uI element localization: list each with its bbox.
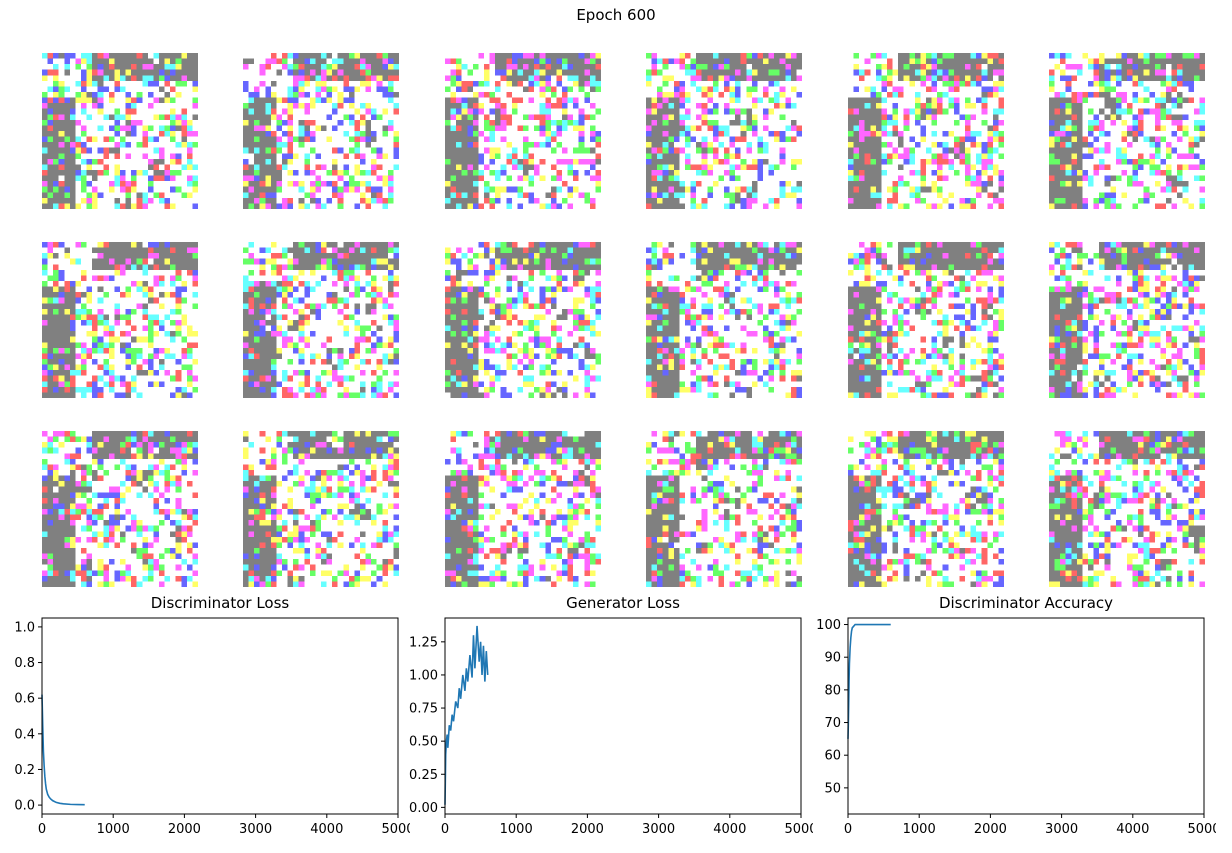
x-tick-label: 3000 — [642, 822, 675, 837]
y-tick-label: 0.8 — [14, 656, 35, 671]
generated-sample — [848, 242, 1004, 398]
series-line — [41, 694, 85, 806]
axes-frame — [444, 617, 802, 815]
x-tick-label: 4000 — [713, 822, 746, 837]
generated-sample — [243, 53, 399, 209]
y-tick-label: 1.00 — [409, 668, 438, 683]
series-line — [444, 625, 489, 805]
figure-title: Epoch 600 — [576, 6, 656, 24]
y-tick-label: 0.0 — [14, 799, 35, 814]
y-tick-label: 1.25 — [409, 635, 438, 650]
generated-sample — [42, 53, 198, 209]
y-tick-label: 1.0 — [14, 620, 35, 635]
x-tick-label: 4000 — [1116, 822, 1149, 837]
discriminator-loss-title: Discriminator Loss — [150, 594, 290, 612]
x-tick-label: 0 — [441, 822, 449, 837]
y-tick-label: 60 — [824, 749, 841, 764]
x-tick-label: 3000 — [239, 822, 272, 837]
y-tick-label: 0.75 — [409, 702, 438, 717]
axes-frame — [847, 617, 1205, 815]
generated-sample — [445, 431, 601, 587]
generated-sample — [848, 431, 1004, 587]
axes-frame — [41, 617, 399, 815]
y-tick-label: 0.00 — [409, 801, 438, 816]
y-tick-label: 0.50 — [409, 735, 438, 750]
generated-sample — [646, 53, 802, 209]
generator-loss-title: Generator Loss — [566, 594, 680, 612]
x-tick-label: 1000 — [500, 822, 533, 837]
generated-sample — [445, 53, 601, 209]
generated-sample — [848, 53, 1004, 209]
generated-sample — [646, 242, 802, 398]
generated-sample — [1049, 53, 1205, 209]
x-tick-label: 1000 — [97, 822, 130, 837]
generated-sample — [445, 242, 601, 398]
generated-sample — [42, 431, 198, 587]
x-tick-label: 3000 — [1045, 822, 1078, 837]
x-tick-label: 1000 — [903, 822, 936, 837]
generated-sample — [42, 242, 198, 398]
x-tick-label: 0 — [844, 822, 852, 837]
x-tick-label: 2000 — [168, 822, 201, 837]
x-tick-label: 0 — [38, 822, 46, 837]
y-tick-label: 70 — [824, 716, 841, 731]
generated-sample — [1049, 431, 1205, 587]
y-tick-label: 0.2 — [14, 763, 35, 778]
y-tick-label: 100 — [816, 618, 841, 633]
generated-sample — [646, 431, 802, 587]
y-tick-label: 80 — [824, 683, 841, 698]
x-tick-label: 2000 — [974, 822, 1007, 837]
discriminator-accuracy-title: Discriminator Accuracy — [938, 594, 1114, 612]
x-tick-label: 4000 — [310, 822, 343, 837]
generated-sample — [1049, 242, 1205, 398]
x-tick-label: 2000 — [571, 822, 604, 837]
y-tick-label: 0.4 — [14, 727, 35, 742]
generated-sample — [243, 431, 399, 587]
generated-sample — [243, 242, 399, 398]
y-tick-label: 90 — [824, 651, 841, 666]
y-tick-label: 50 — [824, 781, 841, 796]
y-tick-label: 0.25 — [409, 768, 438, 783]
series-line — [847, 623, 891, 739]
y-tick-label: 0.6 — [14, 692, 35, 707]
